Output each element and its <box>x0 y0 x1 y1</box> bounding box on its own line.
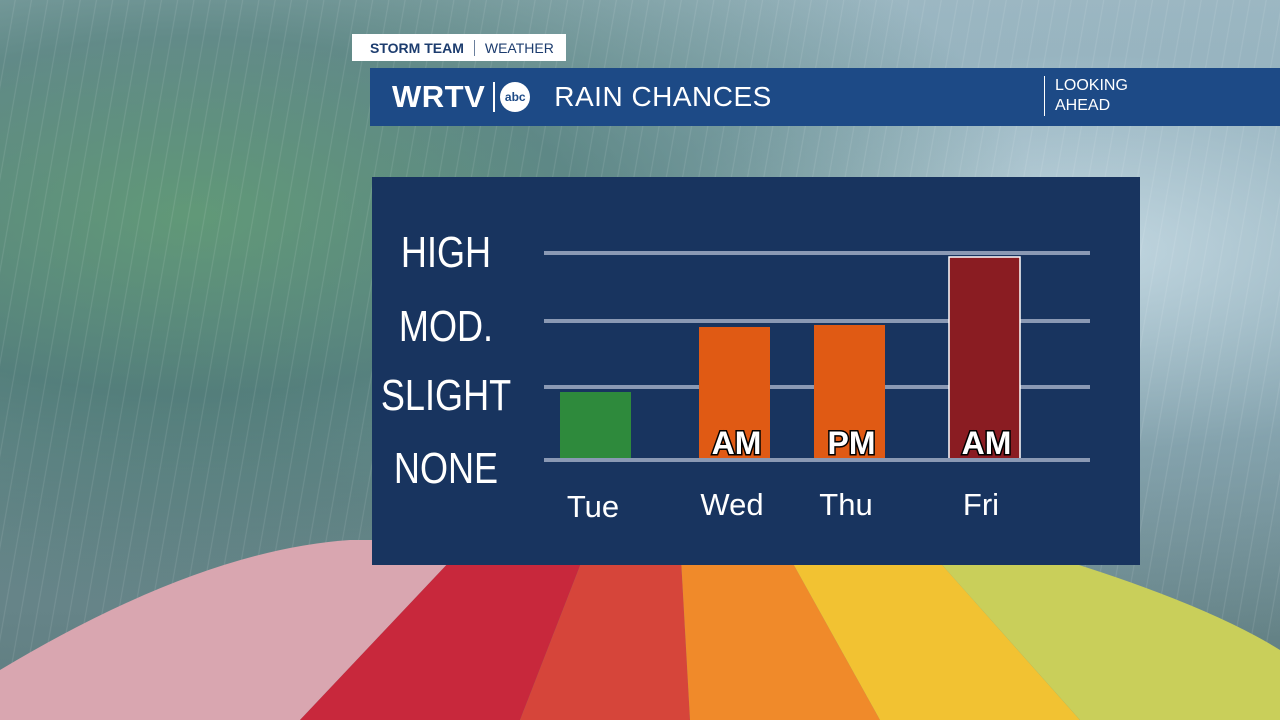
bar-label-fri: AM <box>962 425 1012 461</box>
bar-thu <box>814 325 885 460</box>
looking-ahead-line1: LOOKING <box>1055 77 1128 94</box>
x-tick-wed: Wed <box>700 487 763 522</box>
abc-logo-icon: abc <box>500 82 531 112</box>
bar-wed <box>699 327 770 460</box>
tag-team: STORM TEAM <box>370 39 464 56</box>
bar-tue <box>560 392 631 460</box>
x-tick-fri: Fri <box>963 487 999 522</box>
x-tick-tue: Tue <box>567 489 619 524</box>
looking-ahead-label: LOOKING AHEAD <box>1044 76 1128 116</box>
bar-label-wed: AM <box>712 425 762 461</box>
brand-divider <box>493 82 496 112</box>
y-tick-none: NONE <box>394 444 498 493</box>
tag-divider <box>473 39 475 56</box>
y-tick-slight: SLIGHT <box>381 371 511 420</box>
y-tick-high: HIGH <box>401 228 491 277</box>
bar-fri <box>948 256 1021 461</box>
looking-ahead-line2: AHEAD <box>1055 97 1111 114</box>
brand-logo: WRTV <box>392 79 486 114</box>
storm-team-tag: STORM TEAM WEATHER <box>352 34 566 61</box>
page-title: RAIN CHANCES <box>554 81 772 112</box>
bar-label-thu: PM <box>828 425 876 461</box>
umbrella-image <box>0 540 1280 720</box>
rain-chance-chart: NONE SLIGHT MOD. HIGH AM PM AM Tue Wed Thu Fri <box>381 228 1090 524</box>
tag-section: WEATHER <box>484 39 554 56</box>
header-bar: WRTV abc RAIN CHANCES LOOKING AHEAD <box>370 68 1280 126</box>
y-tick-mod: MOD. <box>399 302 493 351</box>
chart-panel: NONE SLIGHT MOD. HIGH AM PM AM Tue Wed Thu Fri <box>372 177 1140 565</box>
x-tick-thu: Thu <box>819 487 872 522</box>
